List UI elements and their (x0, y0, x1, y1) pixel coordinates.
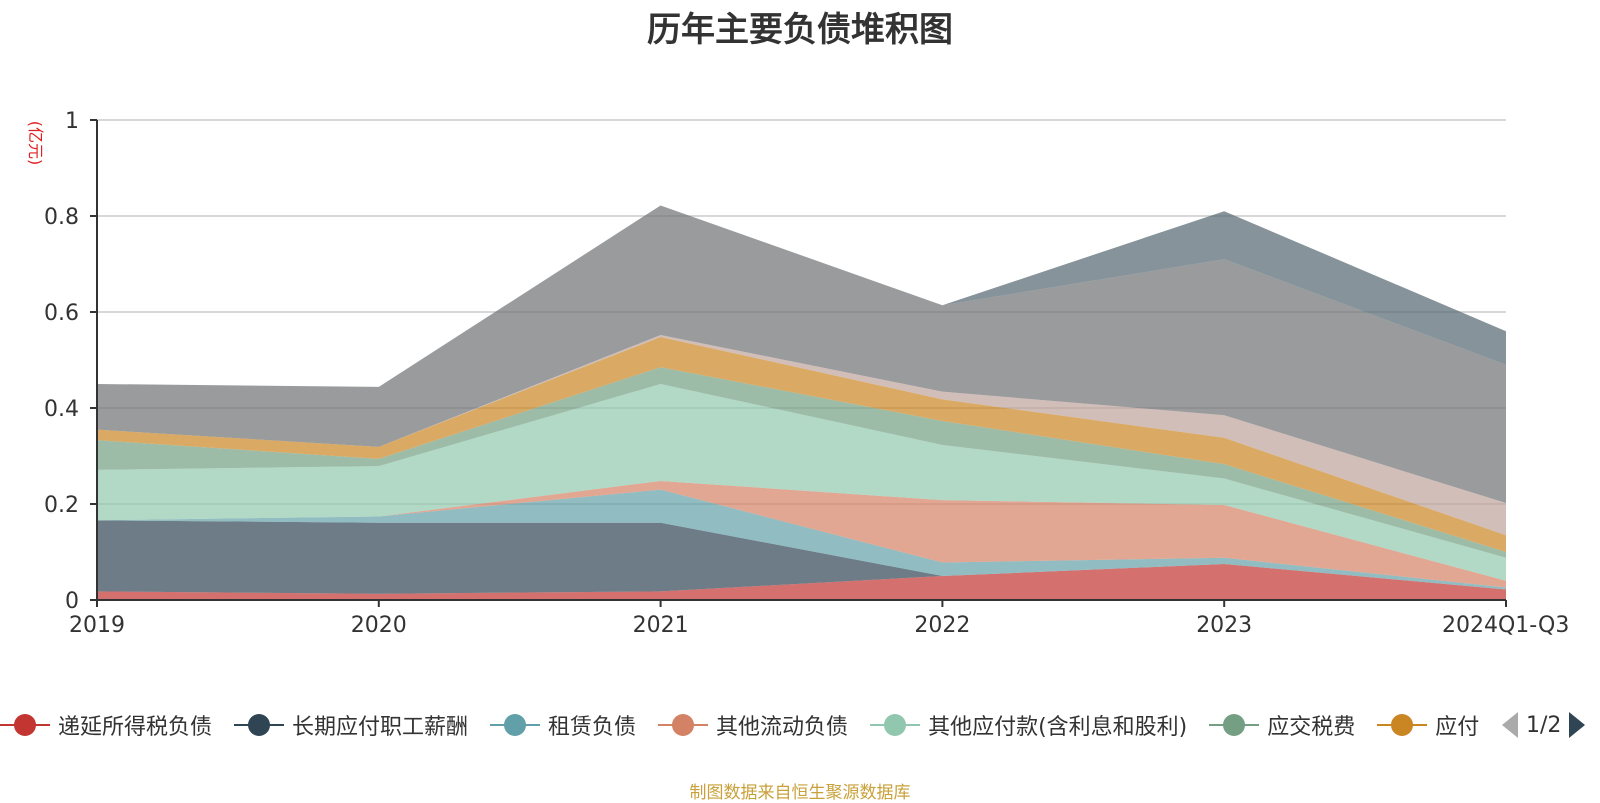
legend-marker-icon (0, 714, 50, 736)
area-应付职工薪酬[interactable] (97, 336, 1506, 552)
y-axis-label: (亿元) (26, 121, 45, 166)
legend: 递延所得税负债 长期应付职工薪酬 租赁负债 其他流动负债 其他应付款(含利息和股利) 应交… (0, 705, 1600, 745)
prev-page-icon[interactable] (1500, 710, 1520, 740)
x-tick-label: 2021 (633, 613, 689, 638)
area-其他应付款(含利息和股利)[interactable] (97, 384, 1506, 581)
area-series (97, 205, 1506, 600)
legend-item[interactable]: 其他流动负债 (658, 705, 848, 745)
legend-marker-icon (1209, 714, 1260, 736)
stacked-area-chart: 0 0.2 0.4 0.6 0.8 1 2019 2020 2021 2022 2023 2024Q1… (26, 109, 1569, 638)
area-应付账款[interactable] (97, 335, 1506, 536)
x-tick-label: 2022 (914, 613, 970, 638)
area-其他流动负债[interactable] (97, 480, 1506, 588)
area-合同负债[interactable] (97, 205, 1506, 504)
legend-marker-icon (490, 714, 541, 736)
y-tick-label: 0 (65, 589, 79, 614)
legend-marker-icon (870, 714, 921, 736)
legend-label: 其他流动负债 (716, 715, 849, 740)
y-tick-label: 0.6 (44, 301, 79, 326)
legend-marker-icon (234, 714, 285, 736)
legend-item[interactable]: 其他应付款(含利息和股利) (870, 705, 1187, 745)
legend-label: 递延所得税负债 (58, 715, 213, 740)
legend-item[interactable]: 递延所得税负债 (0, 705, 212, 745)
y-tick-label: 0.8 (44, 205, 79, 230)
area-预收款项[interactable] (97, 205, 1506, 387)
legend-pager: 1/2 (1500, 705, 1587, 745)
legend-item[interactable]: 租赁负债 (490, 705, 636, 745)
x-tick-label: 2024Q1-Q3 (1442, 613, 1569, 638)
legend-item[interactable]: 应交税费 (1209, 705, 1355, 745)
area-递延所得税负债[interactable] (97, 564, 1506, 600)
legend-label: 租赁负债 (548, 715, 637, 740)
y-tick-label: 0.2 (44, 493, 79, 518)
legend-item[interactable]: 长期应付职工薪酬 (234, 705, 468, 745)
x-tick-label: 2019 (69, 613, 125, 638)
area-租赁负债[interactable] (97, 489, 1506, 590)
legend-label: 长期应付职工薪酬 (292, 715, 469, 740)
legend-marker-icon (1377, 714, 1428, 736)
axes: 0 0.2 0.4 0.6 0.8 1 2019 2020 2021 2022 2023 2024Q1… (44, 109, 1569, 638)
legend-marker-icon (658, 714, 709, 736)
next-page-icon[interactable] (1567, 710, 1587, 740)
legend-item[interactable]: 应付职工薪酬 (1377, 705, 1480, 745)
source-note: 制图数据来自恒生聚源数据库 (689, 783, 911, 803)
legend-label: 其他应付款(含利息和股利) (928, 715, 1188, 740)
area-应交税费[interactable] (97, 367, 1506, 558)
chart-title: 历年主要负债堆积图 (647, 10, 953, 50)
legend-items: 递延所得税负债 长期应付职工薪酬 租赁负债 其他流动负债 其他应付款(含利息和股利) 应交… (0, 705, 1480, 745)
y-tick-label: 1 (65, 109, 79, 134)
y-tick-label: 0.4 (44, 397, 79, 422)
area-长期应付职工薪酬[interactable] (97, 520, 1506, 594)
legend-label: 应交税费 (1267, 715, 1356, 740)
x-tick-label: 2023 (1196, 613, 1252, 638)
legend-label: 应付职工薪酬 (1435, 715, 1480, 740)
page-indicator: 1/2 (1526, 712, 1562, 738)
x-tick-label: 2020 (351, 613, 407, 638)
